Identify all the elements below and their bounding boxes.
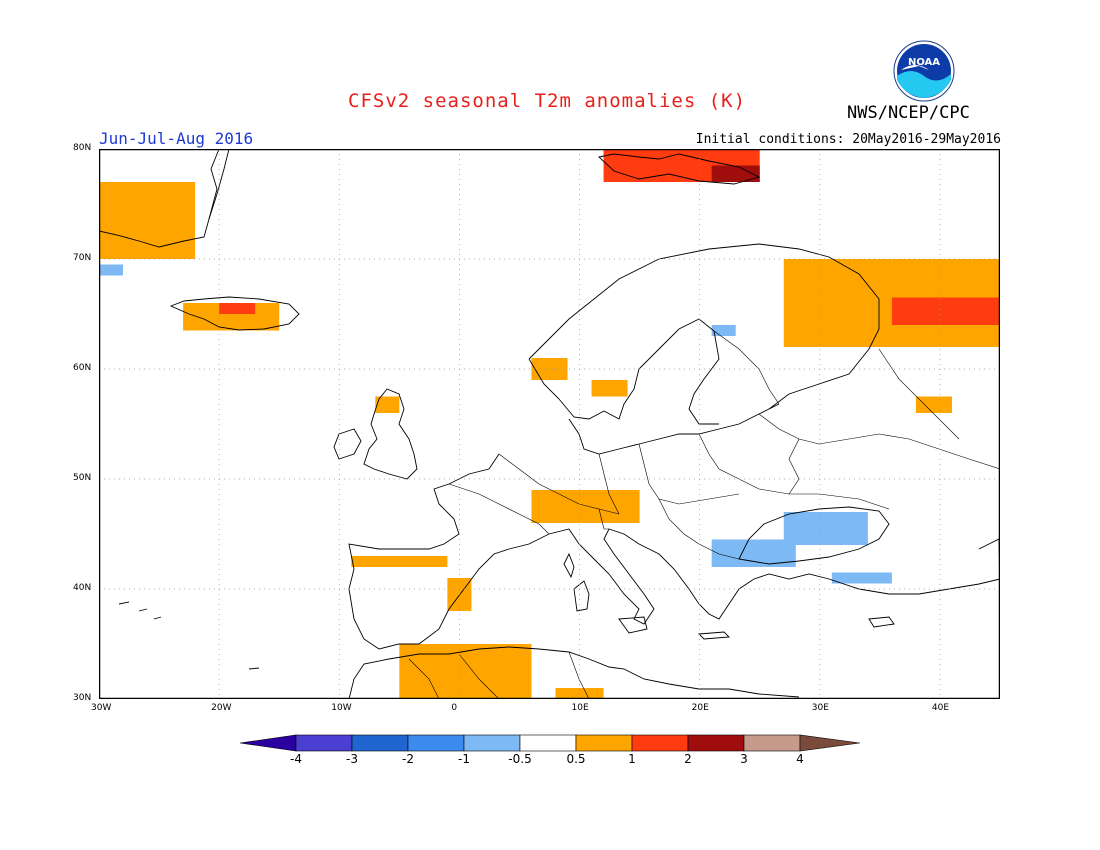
lon-tick-label: 0 bbox=[451, 703, 458, 713]
colorbar-tick-label: 0.5 bbox=[566, 752, 586, 766]
colorbar bbox=[240, 734, 860, 752]
colorbar-tick-label: -3 bbox=[346, 752, 358, 766]
lat-tick-label: 80N bbox=[73, 143, 92, 153]
anomaly-region-18 bbox=[831, 572, 892, 584]
colorbar-tick-label: -0.5 bbox=[508, 752, 532, 766]
lon-tick-label: 10E bbox=[571, 703, 589, 713]
lon-tick-label: 40E bbox=[931, 703, 950, 713]
lon-tick-label: 10W bbox=[331, 703, 352, 713]
lat-tick-label: 50N bbox=[73, 473, 92, 483]
anomaly-region-12 bbox=[351, 556, 448, 567]
anomaly-region-14 bbox=[399, 644, 532, 699]
colorbar-tick-label: -2 bbox=[402, 752, 414, 766]
anomaly-region-17 bbox=[783, 512, 868, 545]
noaa-logo-icon: NOAA bbox=[893, 40, 955, 102]
initial-conditions-label: Initial conditions: 20May2016-29May2016 bbox=[695, 132, 1001, 147]
anomaly-region-10 bbox=[915, 396, 952, 413]
colorbar-box bbox=[519, 734, 577, 752]
colorbar-tick-label: -4 bbox=[290, 752, 302, 766]
colorbar-tick-label: 4 bbox=[796, 752, 804, 766]
colorbar-min-arrow bbox=[240, 734, 297, 752]
lat-tick-label: 60N bbox=[73, 363, 92, 373]
colorbar-tick-label: 3 bbox=[740, 752, 748, 766]
colorbar-tick-label: 2 bbox=[684, 752, 692, 766]
anomaly-cells bbox=[99, 149, 1000, 699]
lat-tick-label: 30N bbox=[73, 693, 92, 703]
colorbar-box bbox=[351, 734, 409, 752]
lon-tick-label: 20E bbox=[691, 703, 709, 713]
colorbar-box bbox=[687, 734, 745, 752]
anomaly-region-9 bbox=[591, 380, 628, 397]
anomaly-region-15 bbox=[555, 688, 604, 699]
colorbar-box bbox=[463, 734, 521, 752]
europe-anomaly-map bbox=[99, 149, 1000, 699]
colorbar-box bbox=[631, 734, 689, 752]
colorbar-tick-label: -1 bbox=[458, 752, 470, 766]
lat-tick-label: 40N bbox=[73, 583, 92, 593]
colorbar-tick-label: 1 bbox=[628, 752, 636, 766]
anomaly-region-20 bbox=[99, 264, 124, 276]
graticule bbox=[99, 149, 1000, 699]
anomaly-region-11 bbox=[531, 490, 640, 523]
anomaly-region-0 bbox=[99, 182, 196, 259]
anomaly-region-2 bbox=[219, 303, 256, 314]
colorbar-box bbox=[295, 734, 353, 752]
season-label: Jun-Jul-Aug 2016 bbox=[99, 129, 254, 148]
map-border bbox=[99, 149, 1000, 699]
country-borders bbox=[408, 330, 1000, 699]
colorbar-max-arrow bbox=[799, 734, 860, 752]
anomaly-region-7 bbox=[375, 396, 400, 413]
lon-tick-label: 20W bbox=[211, 703, 232, 713]
anomaly-region-6 bbox=[891, 297, 1000, 325]
organization-label: NWS/NCEP/CPC bbox=[847, 103, 970, 123]
anomaly-region-19 bbox=[711, 325, 736, 336]
chart-title: CFSv2 seasonal T2m anomalies (K) bbox=[348, 90, 747, 112]
anomaly-region-4 bbox=[711, 165, 760, 182]
svg-text:NOAA: NOAA bbox=[908, 57, 940, 68]
lat-tick-label: 70N bbox=[73, 253, 92, 263]
colorbar-box bbox=[575, 734, 633, 752]
lon-tick-label: 30E bbox=[811, 703, 829, 713]
colorbar-box bbox=[743, 734, 801, 752]
colorbar-box bbox=[407, 734, 465, 752]
lon-tick-label: 30W bbox=[91, 703, 112, 713]
